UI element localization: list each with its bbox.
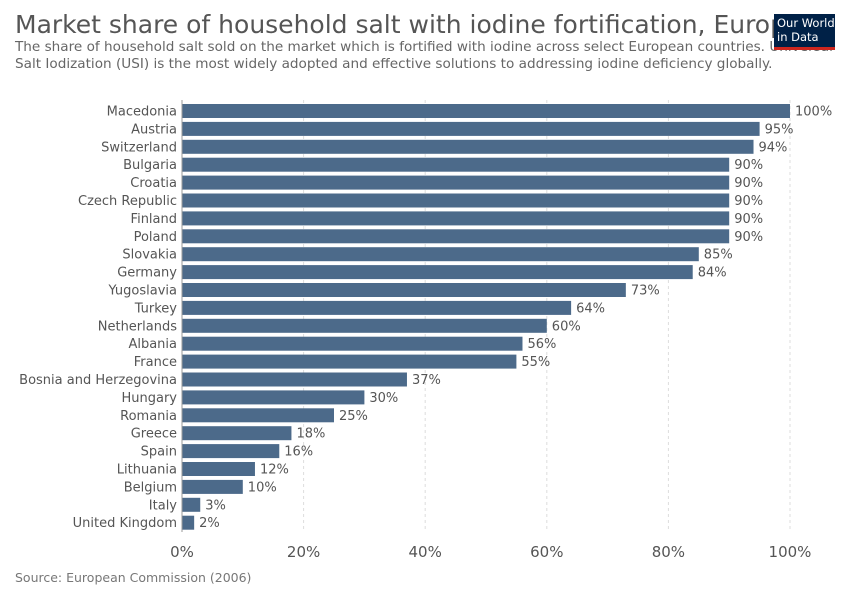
bar <box>182 247 699 262</box>
category-label: Romania <box>120 409 177 424</box>
value-label: 56% <box>527 337 556 352</box>
value-label: 95% <box>765 122 794 137</box>
chart-subtitle: The share of household salt sold on the … <box>15 39 833 72</box>
value-label: 84% <box>698 266 727 281</box>
bar <box>182 283 626 297</box>
bar <box>182 193 730 208</box>
x-tick-label: 60% <box>530 543 563 561</box>
category-label: Belgium <box>124 480 177 495</box>
category-label: Germany <box>117 266 177 281</box>
category-label: France <box>134 355 177 370</box>
value-label: 94% <box>759 140 788 155</box>
category-label: Czech Republic <box>78 194 177 209</box>
category-label: Bulgaria <box>123 158 177 173</box>
chart-title: Market share of household salt with iodi… <box>15 10 775 39</box>
source-note[interactable]: Source: European Commission (2006) <box>15 570 252 585</box>
x-tick-label: 80% <box>652 543 685 561</box>
value-label: 25% <box>339 409 368 424</box>
value-label: 90% <box>734 212 763 227</box>
bar <box>182 462 255 476</box>
bar <box>182 390 365 405</box>
logo-line-2: in Data <box>777 30 819 44</box>
category-label: Hungary <box>121 391 177 406</box>
category-label: Albania <box>128 337 177 352</box>
bar <box>182 426 292 441</box>
value-label: 60% <box>552 319 581 334</box>
bar <box>182 175 730 190</box>
bar <box>182 408 334 423</box>
value-label: 90% <box>734 230 763 245</box>
category-label: United Kingdom <box>73 516 177 531</box>
logo-line-1: Our World <box>777 16 835 30</box>
bar <box>182 372 407 387</box>
category-label: Lithuania <box>117 463 177 478</box>
category-label: Poland <box>134 230 177 245</box>
category-label: Finland <box>131 212 177 227</box>
bar <box>182 229 730 244</box>
bar <box>182 479 243 494</box>
x-tick-label: 20% <box>287 543 320 561</box>
category-label: Croatia <box>130 176 177 191</box>
category-label: Greece <box>131 427 177 442</box>
value-label: 85% <box>704 248 733 263</box>
category-label: Macedonia <box>107 105 177 120</box>
x-tick-label: 100% <box>769 543 812 561</box>
category-label: Spain <box>141 445 177 460</box>
value-label: 10% <box>248 480 277 495</box>
value-label: 3% <box>205 498 226 513</box>
bar <box>182 104 790 118</box>
value-label: 73% <box>631 284 660 299</box>
category-label: Yugoslavia <box>107 284 177 299</box>
value-label: 2% <box>199 516 220 531</box>
bar <box>182 211 730 226</box>
bar <box>182 300 572 315</box>
value-label: 90% <box>734 194 763 209</box>
value-label: 55% <box>521 355 550 370</box>
x-tick-label: 0% <box>170 543 194 561</box>
value-label: 37% <box>412 373 441 388</box>
value-label: 90% <box>734 176 763 191</box>
bar <box>182 497 201 512</box>
value-label: 100% <box>795 105 832 120</box>
owid-logo[interactable]: Our World in Data <box>774 14 835 50</box>
bar <box>182 139 754 154</box>
x-tick-label: 40% <box>409 543 442 561</box>
category-label: Bosnia and Herzegovina <box>19 373 177 388</box>
bar <box>182 515 195 530</box>
bar <box>182 157 730 172</box>
bar <box>182 336 523 351</box>
value-label: 18% <box>296 427 325 442</box>
value-label: 64% <box>576 301 605 316</box>
value-label: 30% <box>369 391 398 406</box>
bar <box>182 121 760 136</box>
value-label: 90% <box>734 158 763 173</box>
category-label: Netherlands <box>98 319 177 334</box>
category-label: Slovakia <box>122 248 177 263</box>
bar <box>182 265 693 280</box>
bar <box>182 444 280 459</box>
category-label: Switzerland <box>101 140 177 155</box>
category-label: Turkey <box>134 301 178 316</box>
bar <box>182 354 517 369</box>
category-label: Austria <box>131 122 177 137</box>
value-label: 12% <box>260 463 289 478</box>
bar <box>182 318 547 333</box>
category-label: Italy <box>149 498 178 513</box>
value-label: 16% <box>284 445 313 460</box>
